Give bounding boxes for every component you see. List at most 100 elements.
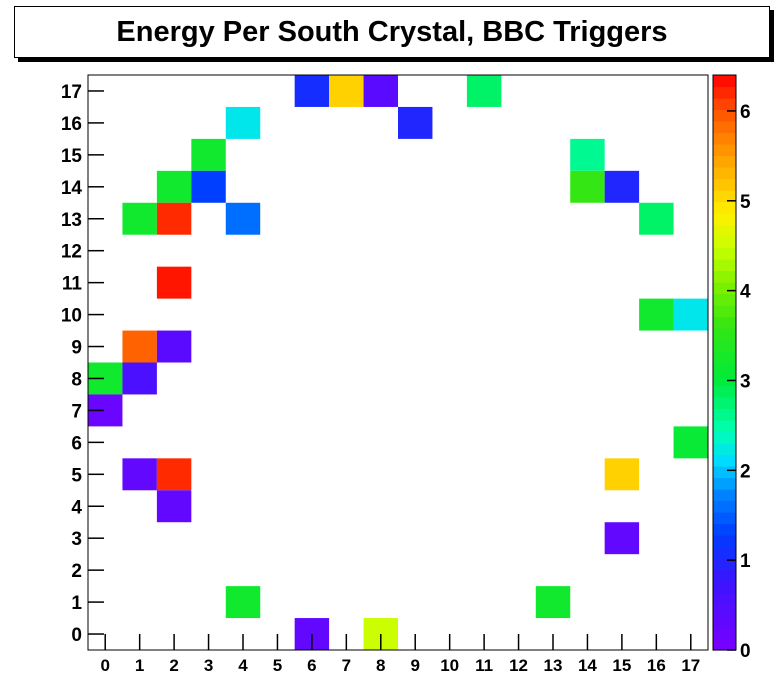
color-scale-band — [713, 431, 736, 444]
chart-title: Energy Per South Crystal, BBC Triggers — [14, 6, 770, 58]
y-tick-label: 11 — [62, 274, 83, 295]
color-scale-band — [713, 489, 736, 502]
heatmap-cell — [225, 586, 261, 619]
color-scale-band — [713, 167, 736, 180]
color-scale-band — [713, 144, 736, 157]
heatmap-cell — [639, 202, 674, 235]
color-scale-band — [713, 546, 736, 559]
y-tick-label: 12 — [61, 242, 82, 263]
color-scale-band — [713, 569, 736, 582]
color-scale-band — [713, 420, 736, 433]
color-scale-band — [713, 397, 736, 410]
x-tick-label: 0 — [100, 656, 109, 675]
color-scale-band — [713, 443, 736, 456]
color-scale-tick-label: 3 — [740, 371, 751, 392]
y-tick-label: 2 — [71, 561, 82, 582]
heatmap-cell — [122, 202, 157, 235]
color-scale-band — [713, 132, 736, 145]
x-tick-label: 16 — [647, 656, 666, 675]
color-scale-band — [713, 362, 736, 375]
x-tick-label: 9 — [410, 656, 419, 675]
x-tick-label: 7 — [342, 656, 351, 675]
color-scale-band — [713, 512, 736, 525]
color-scale-band — [713, 201, 736, 214]
color-scale-band — [713, 638, 736, 651]
plot-frame — [87, 74, 709, 651]
color-scale-band — [713, 374, 736, 387]
x-tick-label: 2 — [169, 656, 178, 675]
heatmap-cell — [363, 75, 398, 107]
heatmap-cell — [639, 298, 674, 331]
heatmap-cell — [156, 202, 192, 235]
heatmap-cell — [673, 426, 708, 459]
heatmap-cell — [156, 330, 192, 363]
color-scale-band — [713, 282, 736, 295]
x-tick-label: 15 — [612, 656, 631, 675]
x-tick-label: 3 — [204, 656, 213, 675]
y-tick-label: 4 — [71, 497, 82, 518]
y-tick-label: 14 — [61, 178, 83, 199]
color-scale-band — [713, 224, 736, 237]
color-scale-band — [713, 305, 736, 318]
y-tick-label: 16 — [61, 114, 82, 135]
color-scale-band — [713, 535, 736, 548]
heatmap-cells — [88, 75, 708, 650]
x-tick-label: 17 — [681, 656, 700, 675]
color-scale-band — [713, 408, 736, 421]
heatmap-cell — [122, 458, 157, 491]
color-scale-band — [713, 351, 736, 364]
heatmap-cell — [191, 170, 226, 203]
color-scale-tick-label: 2 — [740, 461, 751, 482]
color-scale-tick-label: 4 — [740, 282, 751, 303]
color-scale-band — [713, 316, 736, 329]
y-tick-label: 1 — [71, 593, 82, 614]
y-tick-label: 8 — [71, 369, 82, 390]
color-scale-band — [713, 247, 736, 260]
heatmap-cell — [225, 202, 261, 235]
heatmap-cell — [191, 138, 226, 171]
heatmap-cell — [122, 362, 157, 395]
heatmap-cell — [156, 458, 192, 491]
y-tick-label: 13 — [61, 210, 82, 231]
color-scale-band — [713, 109, 736, 122]
color-scale-band — [713, 339, 736, 352]
heatmap-cell — [570, 138, 605, 171]
x-tick-label: 5 — [273, 656, 282, 675]
heatmap-cell — [398, 106, 433, 139]
color-scale-band — [713, 190, 736, 203]
color-scale-band — [713, 86, 736, 99]
heatmap-cell — [156, 266, 192, 299]
y-tick-label: 9 — [71, 338, 82, 359]
y-tick-label: 10 — [61, 306, 82, 327]
x-tick-label: 6 — [307, 656, 316, 675]
x-tick-label: 8 — [376, 656, 385, 675]
x-tick-label: 13 — [544, 656, 563, 675]
color-scale-band — [713, 581, 736, 594]
x-tick-label: 12 — [509, 656, 528, 675]
heatmap-cell — [535, 586, 571, 619]
color-scale-band — [713, 75, 736, 88]
color-scale-band — [713, 592, 736, 605]
color-scale-band — [713, 558, 736, 571]
heatmap-cell — [570, 170, 605, 203]
color-scale-band — [713, 523, 736, 536]
y-tick-label: 17 — [61, 82, 82, 103]
color-scale-band — [713, 178, 736, 191]
x-tick-label: 14 — [578, 656, 597, 675]
color-scale-band — [713, 259, 736, 272]
color-scale-band — [713, 328, 736, 341]
heatmap-cell — [604, 522, 640, 555]
color-scale-band — [713, 98, 736, 111]
color-scale-band — [713, 477, 736, 490]
x-tick-label: 4 — [238, 656, 248, 675]
color-scale-band — [713, 500, 736, 513]
heatmap-cell — [156, 170, 192, 203]
x-tick-label: 10 — [440, 656, 459, 675]
color-scale-band — [713, 121, 736, 134]
y-tick-label: 6 — [71, 433, 82, 454]
y-tick-label: 15 — [61, 146, 83, 167]
heatmap-cell — [156, 490, 192, 523]
color-scale-tick-label: 6 — [740, 102, 751, 123]
